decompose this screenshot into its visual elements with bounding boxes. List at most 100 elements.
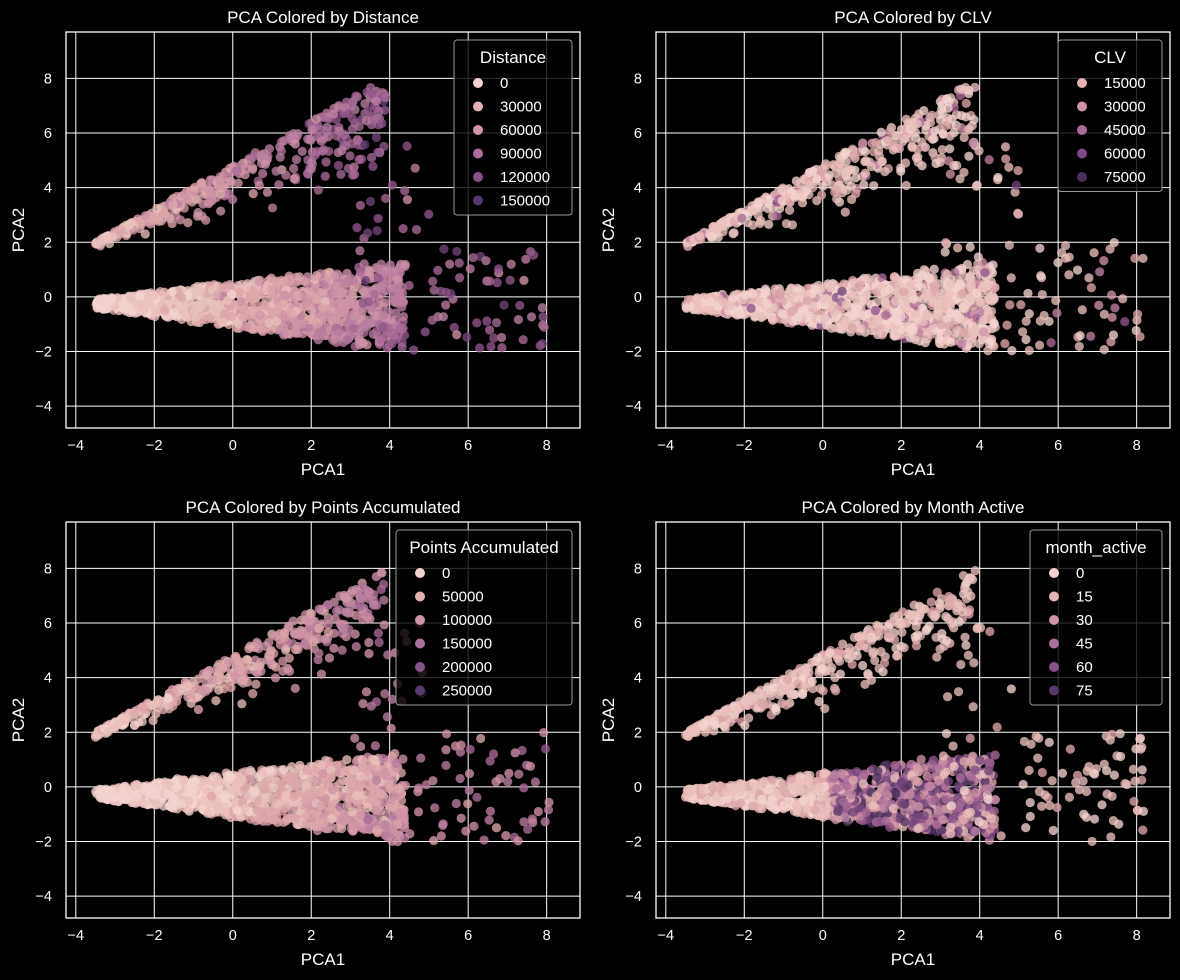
scatter-point — [169, 795, 179, 806]
scatter-point — [364, 649, 374, 659]
scatter-point — [351, 299, 361, 309]
y-tick-label: 2 — [44, 235, 52, 251]
scatter-point — [454, 273, 465, 283]
scatter-point — [309, 776, 319, 786]
scatter-point — [324, 653, 335, 663]
scatter-point — [485, 276, 495, 286]
scatter-point — [269, 783, 279, 793]
scatter-point — [103, 727, 113, 737]
scatter-point — [741, 290, 751, 300]
scatter-point — [339, 129, 350, 140]
scatter-point — [529, 250, 539, 260]
scatter-point — [323, 132, 333, 142]
scatter-point — [1120, 316, 1130, 327]
scatter-point — [945, 279, 956, 289]
scatter-point — [967, 327, 978, 337]
scatter-point — [455, 747, 466, 757]
scatter-point — [319, 817, 329, 827]
scatter-point — [475, 343, 485, 353]
scatter-point — [756, 312, 766, 322]
scatter-point — [940, 247, 950, 257]
scatter-point — [311, 270, 322, 281]
scatter-point — [944, 97, 954, 107]
scatter-point — [376, 584, 386, 595]
legend-marker — [473, 125, 483, 135]
scatter-point — [820, 313, 830, 323]
legend-marker — [1077, 101, 1087, 112]
scatter-point — [464, 768, 475, 779]
scatter-point — [99, 234, 109, 244]
scatter-point — [151, 790, 161, 800]
scatter-point — [988, 260, 998, 270]
y-tick-label: 6 — [44, 126, 52, 142]
scatter-point — [154, 216, 164, 227]
scatter-point — [371, 805, 381, 815]
scatter-point — [196, 685, 206, 695]
x-tick-label: 4 — [386, 928, 394, 944]
chart-title: PCA Colored by Points Accumulated — [186, 498, 461, 517]
scatter-point — [381, 193, 391, 203]
scatter-point — [762, 299, 773, 309]
scatter-point — [349, 169, 360, 179]
scatter-point — [939, 303, 949, 313]
scatter-point — [1035, 316, 1045, 326]
legend-label: 0 — [500, 75, 508, 92]
scatter-point — [179, 190, 190, 200]
scatter-point — [139, 798, 149, 809]
scatter-point — [244, 644, 254, 654]
scatter-point — [395, 267, 405, 277]
scatter-point — [513, 836, 523, 846]
scatter-point — [484, 325, 495, 335]
scatter-point — [901, 114, 911, 124]
scatter-point — [160, 305, 170, 315]
scatter-point — [241, 164, 251, 174]
legend-title: Distance — [480, 48, 546, 67]
scatter-point — [203, 199, 214, 209]
scatter-point — [428, 276, 438, 286]
scatter-point — [718, 297, 728, 307]
scatter-point — [272, 817, 283, 828]
scatter-point — [342, 335, 352, 345]
scatter-point — [812, 174, 822, 184]
scatter-point — [973, 252, 983, 262]
scatter-point — [946, 337, 956, 347]
scatter-point — [329, 271, 340, 281]
scatter-point — [197, 211, 207, 221]
legend-label: 15000 — [1104, 75, 1146, 92]
scatter-point — [366, 152, 377, 163]
y-tick-label: −2 — [35, 835, 52, 851]
y-tick-label: 0 — [634, 290, 642, 306]
scatter-point — [271, 316, 282, 326]
scatter-point — [307, 157, 317, 167]
x-tick-label: 0 — [819, 438, 827, 454]
scatter-point — [398, 312, 409, 322]
scatter-point — [357, 763, 368, 773]
scatter-point — [876, 127, 886, 137]
scatter-point — [429, 285, 439, 295]
scatter-point — [493, 264, 504, 274]
scatter-point — [1005, 300, 1015, 310]
legend-label: 30000 — [500, 99, 542, 116]
scatter-point — [830, 323, 840, 333]
scatter-point — [206, 791, 217, 801]
scatter-point — [1089, 248, 1099, 258]
scatter-point — [819, 294, 829, 304]
scatter-point — [852, 295, 862, 305]
scatter-point — [268, 809, 279, 819]
scatter-point — [1013, 208, 1023, 218]
scatter-point — [319, 280, 329, 290]
legend: Points Accumulated0500001000001500002000… — [395, 529, 573, 706]
scatter-point — [1000, 339, 1010, 349]
scatter-point — [880, 297, 890, 307]
scatter-point — [307, 125, 317, 135]
scatter-point — [267, 203, 278, 213]
scatter-point — [706, 231, 716, 242]
scatter-point — [317, 303, 328, 313]
scatter-point — [959, 328, 969, 338]
scatter-point — [266, 645, 276, 656]
scatter-point — [376, 259, 386, 269]
scatter-point — [313, 623, 324, 633]
scatter-point — [255, 310, 265, 320]
